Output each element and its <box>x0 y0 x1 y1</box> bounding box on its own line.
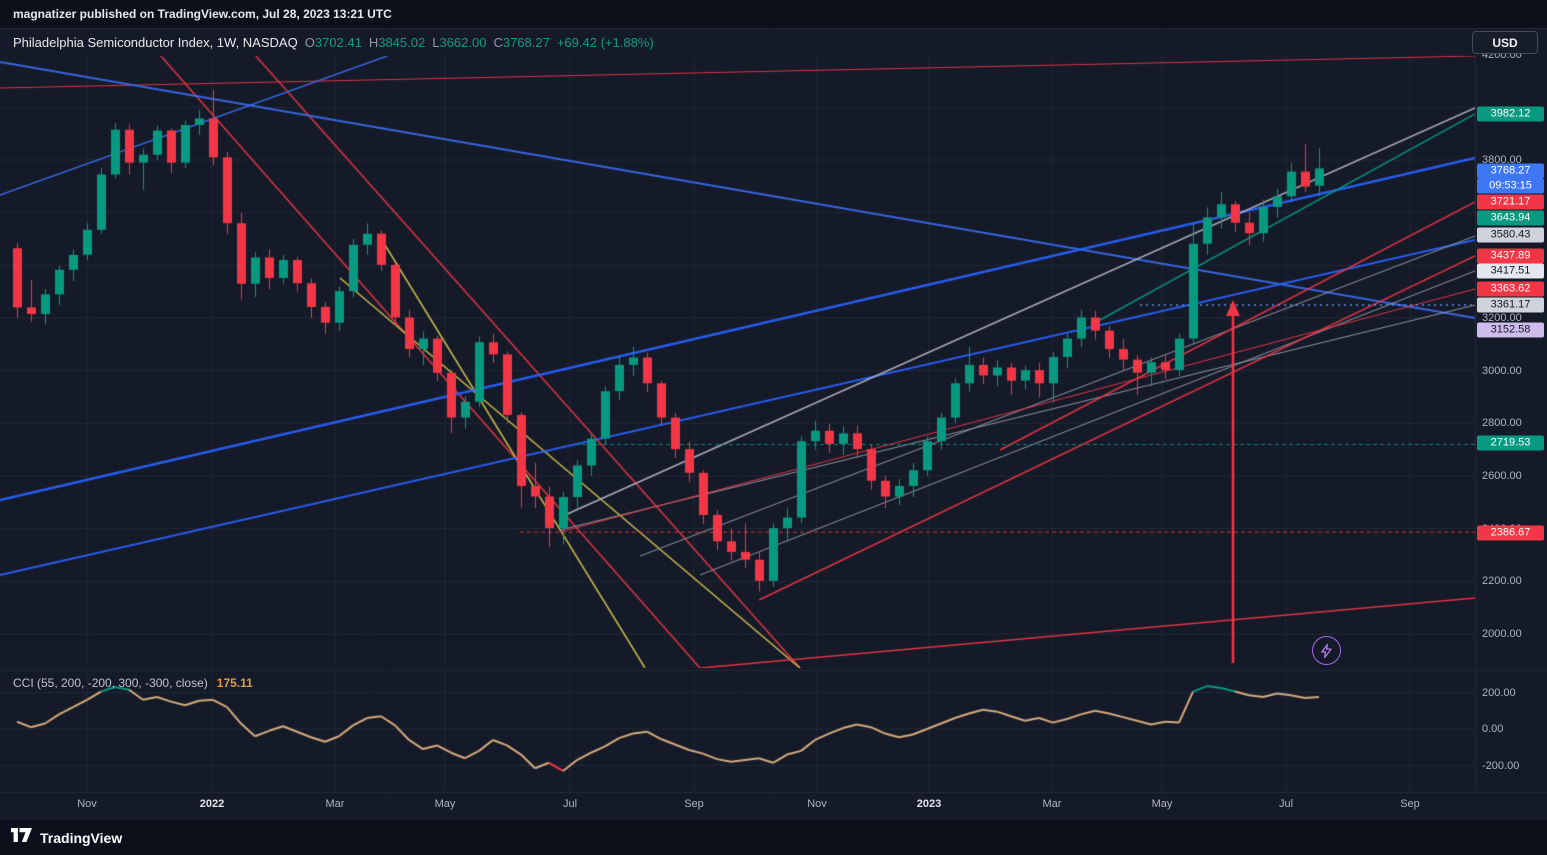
lightning-bolt-glyph <box>1321 643 1332 658</box>
ohlc-value: 3702.41 <box>314 35 362 50</box>
ohlc-key: O <box>304 35 315 50</box>
indicator-value: 175.11 <box>216 676 253 690</box>
lightning-icon[interactable] <box>1312 636 1341 665</box>
ohlc-value: 3768.27 <box>502 35 550 50</box>
ohlc-values: O3702.41 H3845.02 L3662.00 C3768.27 <box>298 35 550 50</box>
ohlc-key: C <box>493 35 503 50</box>
ohlc-key: H <box>368 35 379 50</box>
indicator-title[interactable]: CCI (55, 200, -200, 300, -300, close) <box>13 676 208 690</box>
change-value: +69.42 (+1.88%) <box>556 35 654 50</box>
chart-legend: Philadelphia Semiconductor Index, 1W, NA… <box>13 35 654 50</box>
currency-button[interactable]: USD <box>1472 31 1538 54</box>
watermark-text: magnatizer published on TradingView.com,… <box>13 7 392 21</box>
watermark-bar: magnatizer published on TradingView.com,… <box>0 0 1547 28</box>
tradingview-logo-text[interactable]: TradingView <box>40 829 123 846</box>
ohlc-key: L <box>432 35 440 50</box>
tradingview-logo-icon[interactable] <box>11 828 32 847</box>
ohlc-value: 3845.02 <box>378 35 426 50</box>
footer-bar: TradingView <box>0 820 1547 855</box>
symbol-title[interactable]: Philadelphia Semiconductor Index, 1W, NA… <box>13 35 298 50</box>
ohlc-value: 3662.00 <box>439 35 487 50</box>
indicator-legend: CCI (55, 200, -200, 300, -300, close) 175… <box>13 676 253 690</box>
